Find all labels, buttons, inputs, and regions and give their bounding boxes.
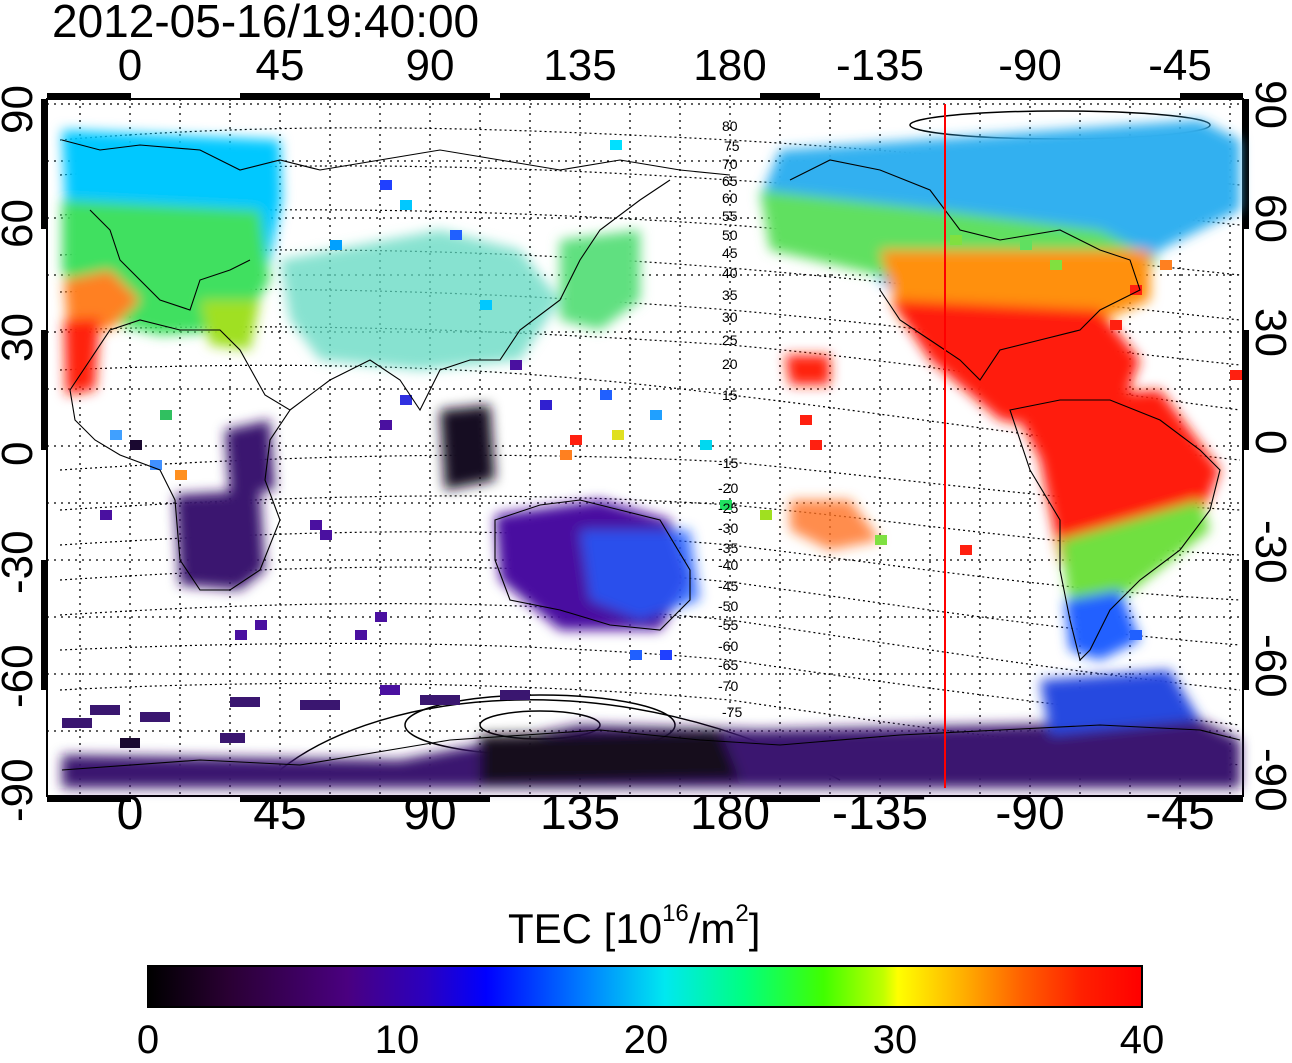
axis-bars bbox=[41, 93, 1249, 802]
coastlines bbox=[61, 139, 1241, 771]
top-lon-tick: -135 bbox=[835, 41, 925, 90]
top-lon-tick: 135 bbox=[543, 41, 617, 90]
contour-labels: 80 75 70 65 60 55 50 45 40 35 30 25 20 1… bbox=[718, 118, 742, 720]
top-lon-tick: 90 bbox=[405, 41, 455, 90]
svg-text:30: 30 bbox=[722, 309, 738, 325]
colorbar-tick: 40 bbox=[1119, 1018, 1165, 1062]
svg-text:15: 15 bbox=[722, 387, 738, 403]
bottom-lon-tick: -90 bbox=[995, 787, 1065, 840]
top-lon-tick: 0 bbox=[117, 41, 143, 90]
svg-text:50: 50 bbox=[722, 227, 738, 243]
bottom-lon-tick: 135 bbox=[539, 787, 621, 840]
svg-text:-55: -55 bbox=[718, 617, 738, 633]
svg-text:-50: -50 bbox=[718, 598, 738, 614]
colorbar-title: TEC [1016/m2] bbox=[508, 900, 761, 952]
svg-text:-40: -40 bbox=[718, 557, 738, 573]
top-lon-tick: -45 bbox=[1148, 41, 1212, 90]
top-lon-tick: -90 bbox=[998, 41, 1062, 90]
svg-text:-30: -30 bbox=[718, 520, 738, 536]
colorbar-tick: 10 bbox=[374, 1018, 420, 1062]
top-lon-tick: 45 bbox=[255, 41, 305, 90]
svg-text:75: 75 bbox=[724, 138, 740, 154]
bottom-lon-tick: -135 bbox=[831, 787, 929, 840]
svg-text:-60: -60 bbox=[718, 638, 738, 654]
svg-text:-15: -15 bbox=[718, 455, 738, 471]
svg-text:25: 25 bbox=[722, 332, 738, 348]
svg-text:-20: -20 bbox=[718, 480, 738, 496]
svg-text:-25: -25 bbox=[718, 500, 738, 516]
svg-text:60: 60 bbox=[722, 190, 738, 206]
svg-text:45: 45 bbox=[722, 245, 738, 261]
colorbar-tick: 20 bbox=[623, 1018, 669, 1062]
svg-text:65: 65 bbox=[722, 173, 738, 189]
svg-text:35: 35 bbox=[722, 287, 738, 303]
svg-text:-65: -65 bbox=[718, 657, 738, 673]
svg-text:-35: -35 bbox=[718, 540, 738, 556]
svg-text:80: 80 bbox=[722, 118, 738, 134]
bottom-lon-tick: 180 bbox=[689, 787, 771, 840]
tec-map: 80 75 70 65 60 55 50 45 40 35 30 25 20 1… bbox=[41, 93, 1249, 802]
timestamp: 2012-05-16/19:40:00 bbox=[52, 0, 480, 47]
svg-text:40: 40 bbox=[722, 265, 738, 281]
colorbar-tick: 0 bbox=[136, 1018, 160, 1062]
colorbar bbox=[147, 965, 1143, 1008]
svg-text:70: 70 bbox=[722, 156, 738, 172]
svg-text:-70: -70 bbox=[718, 678, 738, 694]
svg-text:-75: -75 bbox=[722, 704, 742, 720]
colorbar-tick: 30 bbox=[872, 1018, 918, 1062]
svg-text:55: 55 bbox=[722, 208, 738, 224]
svg-text:-45: -45 bbox=[718, 578, 738, 594]
svg-text:20: 20 bbox=[722, 356, 738, 372]
tec-samples bbox=[62, 140, 1242, 748]
top-lon-tick: 180 bbox=[693, 41, 767, 90]
